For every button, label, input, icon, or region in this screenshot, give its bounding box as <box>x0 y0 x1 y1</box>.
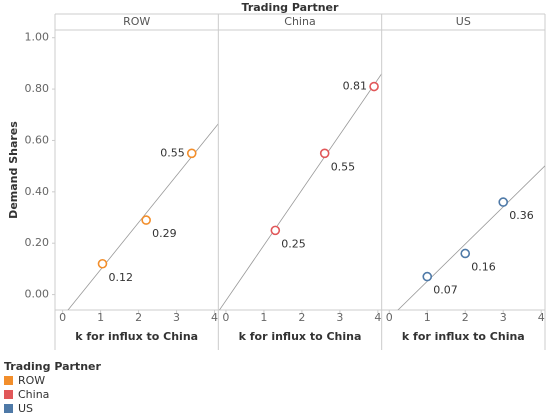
x-axis-label: k for influx to China <box>75 330 198 343</box>
legend-label: ROW <box>18 374 45 387</box>
y-tick-label: 0.40 <box>25 185 50 198</box>
data-label: 0.29 <box>152 227 177 240</box>
x-tick-label: 4 <box>538 311 545 324</box>
legend-swatch <box>4 390 13 399</box>
point <box>141 215 151 225</box>
point <box>460 248 471 259</box>
legend-label: US <box>18 402 33 415</box>
point <box>270 225 281 236</box>
trend-line <box>397 165 545 310</box>
y-axis-label: Demand Shares <box>7 121 20 219</box>
x-axis-label: k for influx to China <box>239 330 362 343</box>
x-tick-label: 4 <box>211 311 218 324</box>
point <box>498 197 509 207</box>
x-tick-label: 1 <box>97 311 104 324</box>
data-label: 0.81 <box>343 80 368 93</box>
y-tick-label: 0.00 <box>25 288 50 301</box>
x-tick-label: 0 <box>386 311 393 324</box>
x-axis-label: k for influx to China <box>402 330 525 343</box>
point <box>319 148 330 159</box>
trend-line <box>218 73 382 310</box>
y-tick-label: 0.80 <box>25 82 50 95</box>
x-tick-label: 2 <box>135 311 142 324</box>
x-tick-label: 1 <box>424 311 431 324</box>
x-tick-label: 3 <box>336 311 343 324</box>
x-tick-label: 3 <box>500 311 507 324</box>
y-tick-label: 0.20 <box>25 236 50 249</box>
data-label: 0.25 <box>281 237 306 250</box>
x-tick-label: 0 <box>59 311 66 324</box>
x-tick-label: 0 <box>222 311 229 324</box>
y-tick-label: 0.60 <box>25 133 50 146</box>
legend-swatch <box>4 376 13 385</box>
data-label: 0.36 <box>509 209 534 222</box>
legend-swatch <box>4 404 13 413</box>
facet-title: Trading Partner <box>242 1 339 14</box>
point <box>97 258 108 269</box>
x-tick-label: 3 <box>173 311 180 324</box>
x-tick-label: 2 <box>298 311 305 324</box>
data-label: 0.55 <box>160 146 185 159</box>
data-label: 0.55 <box>331 160 356 173</box>
x-tick-label: 4 <box>374 311 381 324</box>
data-label: 0.12 <box>108 271 133 284</box>
point <box>422 271 433 282</box>
legend-label: China <box>18 388 49 401</box>
x-tick-label: 1 <box>260 311 267 324</box>
panel-header: US <box>456 15 471 28</box>
panel-header: China <box>284 15 315 28</box>
panel-header: ROW <box>123 15 150 28</box>
y-tick-label: 1.00 <box>25 31 50 44</box>
point <box>186 148 197 159</box>
legend-title: Trading Partner <box>4 360 101 373</box>
x-tick-label: 2 <box>462 311 469 324</box>
data-label: 0.07 <box>433 284 458 297</box>
point <box>369 81 379 92</box>
data-label: 0.16 <box>471 260 496 273</box>
